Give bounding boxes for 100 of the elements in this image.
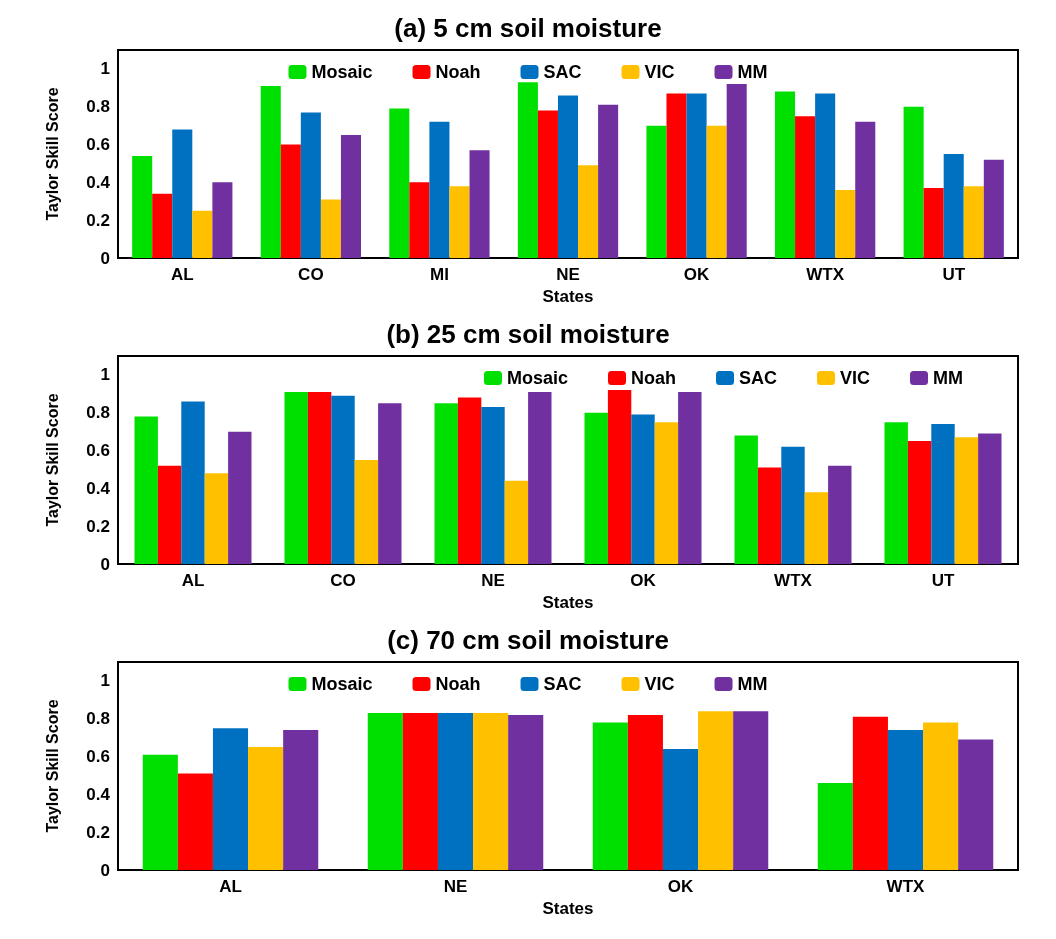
y-tick-label: 0.8 <box>86 403 110 423</box>
bar <box>228 431 252 564</box>
bar <box>775 91 796 258</box>
bar <box>409 182 430 258</box>
bar <box>592 722 628 870</box>
bar <box>598 104 619 258</box>
chart-title: (b) 25 cm soil moisture <box>386 319 670 349</box>
legend-label: Noah <box>435 674 481 694</box>
x-tick-label: CO <box>330 571 356 590</box>
bar <box>284 391 308 564</box>
bar <box>508 714 544 870</box>
bar <box>781 446 805 564</box>
y-tick-label: 0 <box>100 860 110 880</box>
y-tick-label: 0.4 <box>86 172 111 192</box>
bar <box>537 110 558 258</box>
bar <box>855 121 876 258</box>
bar <box>963 186 984 258</box>
bar <box>852 716 888 870</box>
bar <box>815 93 836 258</box>
bar <box>134 416 158 564</box>
bar <box>212 182 233 258</box>
chart-title: (c) 70 cm soil moisture <box>387 625 669 655</box>
bar <box>706 125 727 258</box>
x-tick-label: AL <box>170 265 194 284</box>
bar <box>280 144 301 258</box>
legend-label: SAC <box>739 368 778 388</box>
bar <box>528 391 552 564</box>
bar <box>402 713 438 870</box>
bar <box>300 112 321 258</box>
bar <box>429 121 450 258</box>
x-tick-label: NE <box>556 265 580 284</box>
bar <box>646 125 667 258</box>
y-axis-title: Taylor Skill Score <box>43 699 61 833</box>
x-tick-label: WTX <box>774 571 813 590</box>
bar <box>331 395 355 564</box>
x-tick-label: UT <box>942 265 966 284</box>
bar <box>686 93 707 258</box>
y-tick-label: 0.8 <box>86 97 110 117</box>
bar <box>192 210 213 258</box>
legend-label: SAC <box>543 62 582 82</box>
legend-label: VIC <box>644 674 675 694</box>
bar <box>734 435 758 564</box>
bar <box>666 93 687 258</box>
y-tick-label: 0.2 <box>86 210 110 230</box>
y-tick-label: 0 <box>100 554 110 574</box>
legend-label: Mosaic <box>506 368 569 388</box>
bar <box>434 403 458 564</box>
bar <box>204 473 229 564</box>
y-tick-label: 1 <box>100 671 110 691</box>
bar <box>884 422 908 564</box>
bar <box>248 747 284 870</box>
x-tick-label: CO <box>298 265 324 284</box>
bar <box>943 154 964 258</box>
x-axis-title: States <box>542 592 594 612</box>
legend-label: VIC <box>644 62 675 82</box>
bar <box>132 155 153 258</box>
bar <box>212 728 249 870</box>
legend-label: Noah <box>435 62 481 82</box>
bar <box>481 407 505 564</box>
bar <box>804 492 829 564</box>
bar <box>678 391 702 564</box>
bar <box>157 465 182 564</box>
bar <box>177 773 213 870</box>
bar <box>931 424 955 564</box>
y-tick-label: 1 <box>100 365 110 385</box>
x-tick-label: WTX <box>886 877 926 896</box>
bar <box>887 730 924 870</box>
y-tick-label: 0 <box>100 248 110 268</box>
bar <box>517 82 538 258</box>
x-tick-label: WTX <box>806 265 845 284</box>
bar <box>367 713 403 870</box>
bar <box>654 422 679 564</box>
bar <box>504 480 529 564</box>
bar <box>181 401 205 564</box>
x-tick-label: NE <box>481 571 505 590</box>
y-tick-label: 0.8 <box>86 709 110 729</box>
bar <box>152 193 173 258</box>
bar <box>354 460 379 564</box>
bar <box>557 95 579 258</box>
legend-label: Noah <box>631 368 676 388</box>
bar <box>828 465 852 564</box>
bar <box>437 713 474 870</box>
legend-label: Mosaic <box>311 674 373 694</box>
x-tick-label: MI <box>429 265 449 284</box>
x-tick-label: OK <box>683 265 711 284</box>
bar <box>607 390 632 564</box>
x-tick-label: UT <box>931 571 955 590</box>
bar <box>795 116 816 258</box>
bar <box>457 397 482 564</box>
bar <box>978 433 1002 564</box>
x-tick-label: OK <box>630 571 657 590</box>
bar <box>578 165 599 258</box>
y-axis-title: Taylor Skill Score <box>43 393 61 527</box>
bar <box>260 85 281 258</box>
x-tick-label: NE <box>443 877 468 896</box>
y-tick-label: 0.6 <box>86 441 110 461</box>
bar <box>378 403 402 564</box>
bar <box>835 189 856 258</box>
bar <box>449 186 470 258</box>
bar <box>627 714 663 870</box>
